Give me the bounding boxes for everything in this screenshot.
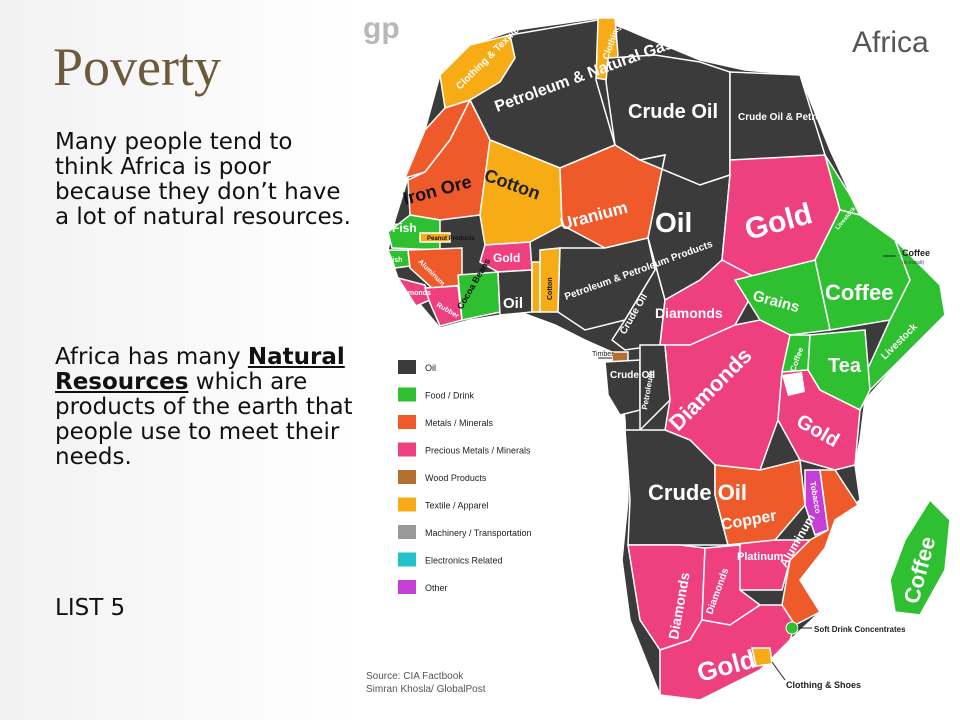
source-line-2: Simran Khosla/ GlobalPost [366, 684, 486, 695]
map-heading: Africa [852, 26, 929, 59]
legend-label: Oil [425, 363, 436, 373]
legend-swatch [398, 387, 416, 402]
region-zambia [714, 459, 806, 546]
legend-swatch [398, 580, 416, 594]
legend-label: Electronics Related [425, 556, 503, 566]
label-eq-guinea: Timber [592, 351, 614, 358]
brand-logo: gp [363, 12, 400, 45]
legend-label: Food / Drink [425, 391, 475, 401]
legend-label: Wood Products [425, 473, 487, 483]
label-guinea-bissau: Fish [388, 257, 402, 264]
label-ghana: Oil [503, 295, 523, 312]
label-sierra-leone: Diamonds [397, 290, 431, 297]
label-chad: Oil [655, 207, 692, 238]
label-benin: Cotton [547, 277, 554, 300]
intro-paragraph: Many people tend to think Africa is poor… [55, 129, 351, 230]
label-kenya: Tea [828, 355, 862, 377]
region-gambia [419, 232, 451, 243]
region-south-sudan [733, 259, 831, 336]
callouts: Coffee (in transit) Timber Soft Drink Co… [592, 248, 930, 690]
legend-swatch [398, 442, 416, 457]
map-legend: Oil Food / Drink Metals / Minerals Precious… [398, 360, 532, 594]
label-djibouti-note: (in transit) [902, 260, 925, 266]
page-title: Poverty [53, 37, 221, 97]
legend-label: Metals / Minerals [425, 418, 494, 428]
legend-swatch [398, 360, 416, 374]
label-car: Diamonds [655, 305, 723, 321]
natural-resources-term: Natural Resources [55, 344, 345, 395]
legend-swatch [398, 525, 416, 539]
legend-label: Textile / Apparel [425, 501, 489, 511]
region-lesotho [751, 647, 773, 667]
label-egypt: Crude Oil & Petroleum Products [738, 112, 891, 123]
region-congo [639, 344, 671, 432]
region-madagascar [889, 498, 951, 616]
label-ethiopia: Coffee [825, 280, 893, 305]
africa-resource-map: gp Africa Oil Food / Drink Metals / Minera… [352, 0, 960, 720]
region-gabon [604, 359, 641, 416]
label-zimbabwe: Platinum [737, 551, 784, 563]
map-svg: gp Africa Oil Food / Drink Metals / Minera… [352, 0, 960, 720]
list-prompt: LIST 5 [55, 595, 126, 621]
region-swaziland [785, 621, 799, 635]
legend-swatch [398, 497, 416, 512]
label-senegal: Fish [392, 221, 417, 235]
region-togo [531, 261, 541, 313]
slide-background [0, 0, 360, 720]
label-lesotho: Clothing & Shoes [786, 680, 861, 690]
label-djibouti: Coffee [902, 248, 930, 258]
label-angola: Crude Oil [648, 480, 747, 505]
lake-victoria [782, 372, 805, 396]
region-south-africa [659, 604, 796, 701]
resources-text-before: Africa has many [55, 344, 248, 370]
legend-label: Precious Metals / Minerals [425, 446, 531, 456]
callout-line-lesotho [771, 661, 786, 681]
label-gabon: Crude Oil [610, 370, 655, 381]
legend-swatch [398, 470, 416, 484]
resources-text-after: which are products of the earth that peo… [55, 369, 353, 470]
label-swaziland: Soft Drink Concentrates [814, 625, 906, 634]
legend-label: Other [425, 583, 448, 593]
region-malawi [804, 469, 829, 536]
label-burkina: Gold [493, 251, 520, 265]
resources-paragraph: Africa has many Natural Resources which … [55, 345, 355, 470]
legend-label: Machinery / Transportation [425, 528, 532, 538]
legend-swatch [398, 415, 416, 429]
legend-swatch [398, 552, 416, 567]
label-gambia: Peanut Products [427, 236, 475, 242]
region-liberia [423, 285, 463, 327]
callout-dot-djibouti [895, 253, 901, 259]
source-line-1: Source: CIA Factbook [366, 671, 464, 682]
label-libya: Crude Oil [628, 101, 718, 123]
region-tanzania [777, 369, 861, 471]
